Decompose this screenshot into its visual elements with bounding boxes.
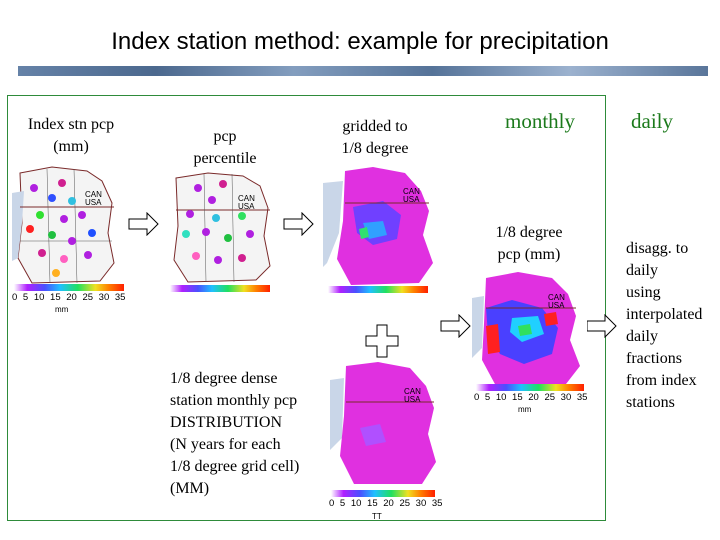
usa-label: USA [85,198,102,207]
colorbar-3 [328,286,428,293]
monthly-heading: monthly [504,109,575,133]
arrow-right-icon [586,314,617,338]
index-station-map: CAN USA [12,163,117,288]
can-label: CAN [403,187,420,196]
can-label: CAN [404,387,421,396]
slide-title: Index station method: example for precip… [111,28,609,55]
colorbar-5 [331,490,435,497]
colorbar-5-unit: TT [372,512,382,521]
colorbar-1-unit: mm [55,305,69,314]
usa-label: USA [238,202,255,211]
index-stn-label: Index stn pcp (mm) [27,116,115,155]
gridded-label: gridded to 1/8 degree [341,118,409,157]
daily-heading: daily [631,109,673,133]
colorbar-4-unit: mm [518,405,532,414]
colorbar-5-ticks: 0 5 10 15 20 25 30 35 [329,498,443,509]
monthly-pcp-label: 1/8 degree pcp (mm) [495,224,563,263]
colorbar-2 [170,285,270,292]
colorbar-1-ticks: 0 5 10 15 20 25 30 35 [12,292,126,303]
disagg-label: disagg. to daily using interpolated daily f… [626,240,703,411]
can-label: CAN [85,190,102,199]
usa-label: USA [403,195,420,204]
arrow-right-icon [440,314,471,338]
colorbar-4-ticks: 0 5 10 15 20 25 30 35 [474,392,588,403]
title-underline [18,66,708,76]
monthly-pcp-map: CAN USA [472,268,587,388]
percentile-map: CAN USA [168,170,273,285]
percentile-label: pcp percentile [193,128,257,167]
distribution-map: CAN USA [330,358,440,488]
distribution-label: 1/8 degree dense station monthly pcp DIST… [170,370,300,497]
can-label: CAN [548,293,565,302]
usa-label: USA [548,301,565,310]
gridded-map: CAN USA [323,163,438,288]
colorbar-4 [476,384,584,391]
can-label: CAN [238,194,255,203]
content-frame [7,95,606,521]
arrow-right-icon [128,212,159,236]
usa-label: USA [404,395,421,404]
colorbar-1 [14,284,124,291]
plus-icon [365,324,399,358]
arrow-right-icon [283,212,314,236]
